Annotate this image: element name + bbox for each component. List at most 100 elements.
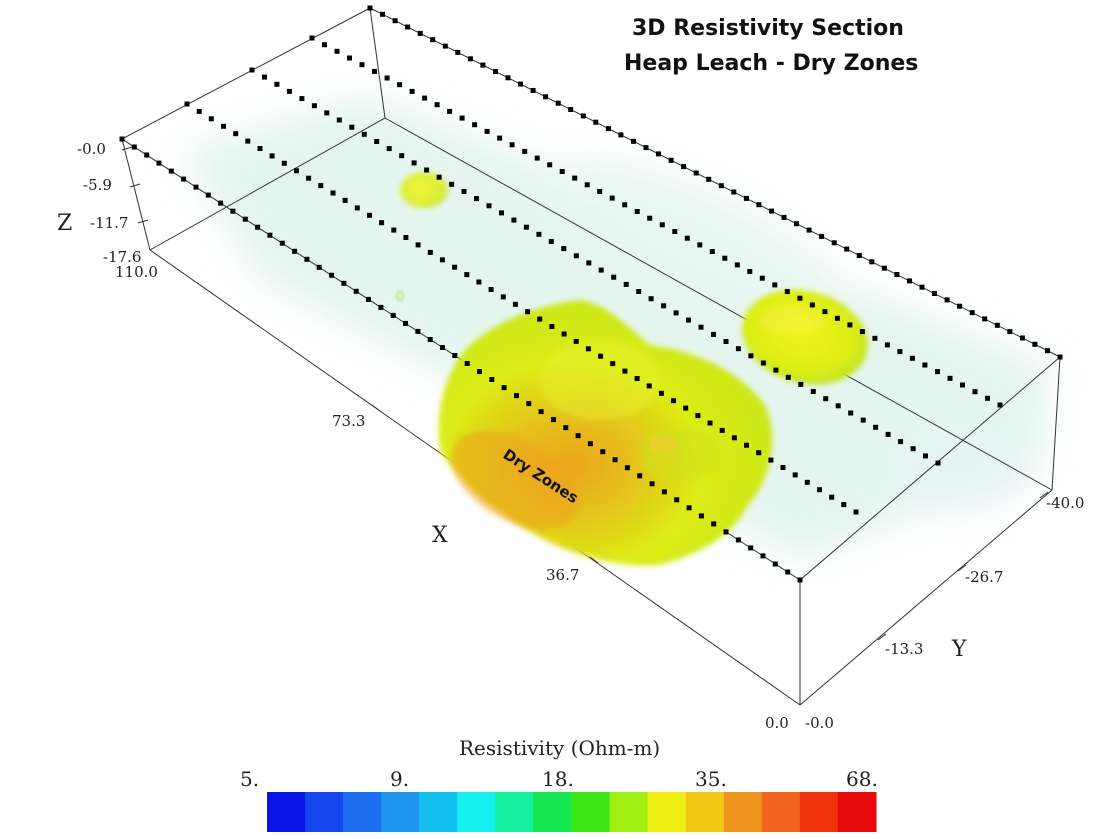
electrode-marker — [960, 382, 965, 388]
electrode-marker — [907, 278, 912, 284]
electrode-marker — [572, 175, 578, 181]
electrode-marker — [573, 253, 579, 259]
electrode-marker — [536, 231, 542, 237]
electrode-marker — [760, 553, 766, 559]
electrode-marker — [760, 360, 766, 366]
electrode-marker — [409, 88, 415, 94]
electrode-marker — [797, 577, 803, 583]
electrode-marker — [384, 75, 390, 81]
electrode-marker — [817, 487, 822, 493]
electrode-marker — [489, 377, 495, 382]
electrode-marker — [509, 142, 515, 148]
anomaly-small-upper — [400, 172, 448, 208]
x-tick-2: 36.7 — [546, 566, 579, 584]
z-axis-label: Z — [57, 211, 72, 236]
electrode-marker — [735, 346, 741, 352]
electrode-marker — [543, 94, 549, 100]
electrode-marker — [184, 101, 190, 107]
electrode-marker — [698, 324, 704, 330]
electrode-marker — [459, 115, 465, 121]
legend-swatch — [343, 792, 382, 832]
electrode-marker — [196, 108, 202, 114]
legend-swatch — [685, 792, 725, 832]
electrode-marker — [831, 240, 837, 246]
electrode-marker — [361, 131, 367, 137]
electrode-marker — [436, 174, 442, 180]
electrode-marker — [885, 431, 891, 437]
x-tick-3: 0.0 — [765, 714, 789, 732]
electrode-marker — [525, 309, 531, 315]
electrode-marker — [461, 189, 467, 194]
electrode-marker — [391, 227, 397, 233]
electrode-marker — [342, 197, 348, 203]
electrode-marker — [894, 272, 900, 277]
electrode-marker — [674, 497, 680, 503]
electrode-marker — [488, 287, 494, 292]
electrode-marker — [427, 249, 433, 255]
electrode-marker — [932, 291, 937, 296]
legend-tick-1: 9. — [390, 767, 409, 791]
electrode-marker — [684, 235, 690, 241]
electrode-marker — [623, 281, 629, 287]
electrode-marker — [279, 240, 285, 246]
electrode-marker — [559, 169, 565, 174]
electrode-marker — [500, 294, 506, 300]
electrode-marker — [709, 249, 715, 254]
electrode-marker — [501, 385, 507, 391]
electrode-marker — [748, 353, 754, 359]
electrode-marker — [756, 202, 762, 208]
electrode-marker — [347, 55, 352, 61]
electrode-marker — [935, 369, 940, 375]
electrode-marker — [434, 102, 440, 108]
anomaly-right — [742, 289, 868, 385]
x-axis: 110.0 73.3 36.7 0.0 X — [115, 263, 789, 732]
electrode-marker — [743, 195, 749, 201]
electrode-marker — [390, 312, 396, 318]
electrode-marker — [944, 297, 950, 303]
electrode-marker — [551, 417, 556, 423]
electrode-marker — [439, 257, 445, 263]
z-tick-3: -17.6 — [103, 248, 141, 266]
legend-swatch — [761, 792, 801, 832]
electrode-marker — [442, 43, 448, 49]
legend-swatch — [647, 792, 687, 832]
electrode-marker — [341, 280, 347, 286]
electrode-marker — [935, 460, 941, 466]
electrode-marker — [354, 205, 360, 211]
electrode-marker — [969, 310, 975, 316]
electrode-marker — [784, 289, 790, 295]
electrode-marker — [769, 208, 774, 214]
electrode-marker — [600, 449, 606, 455]
z-tick-1: -5.9 — [83, 176, 112, 194]
electrode-marker — [785, 569, 791, 575]
title-line-2: Heap Leach - Dry Zones — [624, 51, 918, 76]
electrode-marker — [205, 192, 211, 198]
electrode-marker — [609, 195, 615, 201]
electrode-marker — [611, 274, 617, 280]
electrode-marker — [804, 479, 810, 485]
electrode-marker — [947, 375, 953, 381]
electrode-marker — [873, 424, 879, 430]
electrode-marker — [612, 457, 618, 463]
electrode-lines — [119, 5, 1063, 583]
electrode-marker — [549, 324, 555, 329]
anomaly-speck — [395, 290, 405, 302]
electrode-marker — [575, 433, 581, 439]
electrode-marker — [452, 264, 458, 270]
electrode-marker — [646, 383, 652, 389]
electrode-marker — [584, 182, 590, 188]
electrode-marker — [512, 301, 518, 307]
electrode-marker — [672, 229, 678, 234]
electrode-marker — [568, 107, 574, 112]
electrode-marker — [403, 320, 408, 326]
electrode-marker — [476, 279, 482, 285]
electrode-marker — [622, 202, 628, 208]
electrode-marker — [580, 113, 586, 119]
electrode-marker — [897, 349, 903, 355]
electrode-marker — [464, 361, 470, 366]
legend-swatch — [533, 792, 572, 832]
electrode-marker — [367, 5, 373, 11]
electrode-marker — [997, 402, 1003, 408]
electrode-marker — [822, 309, 828, 315]
